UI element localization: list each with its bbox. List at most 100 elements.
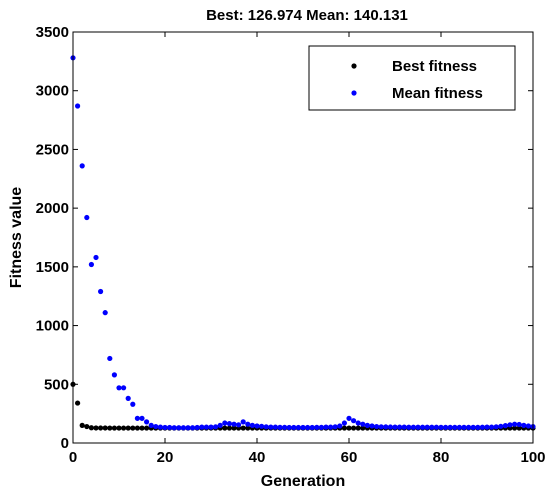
y-tick-label: 500 bbox=[44, 376, 69, 393]
data-point-best-fitness bbox=[125, 425, 131, 431]
data-point-mean-fitness bbox=[383, 424, 389, 430]
data-point-mean-fitness bbox=[401, 424, 407, 430]
data-point-mean-fitness bbox=[167, 424, 173, 431]
data-point-mean-fitness bbox=[199, 424, 205, 430]
data-point-best-fitness bbox=[111, 425, 117, 431]
data-point-mean-fitness bbox=[378, 424, 384, 430]
data-point-mean-fitness bbox=[456, 424, 462, 430]
data-point-mean-fitness bbox=[429, 424, 435, 430]
legend-label-mean-fitness: Mean fitness bbox=[392, 85, 483, 102]
data-point-mean-fitness bbox=[295, 424, 301, 431]
data-point-mean-fitness bbox=[489, 424, 495, 430]
legend-box bbox=[308, 45, 516, 111]
data-point-mean-fitness bbox=[443, 424, 449, 430]
data-point-best-fitness bbox=[84, 423, 90, 430]
data-point-best-fitness bbox=[516, 425, 522, 431]
data-point-mean-fitness bbox=[346, 415, 352, 421]
data-point-mean-fitness bbox=[387, 424, 393, 430]
data-point-mean-fitness bbox=[245, 421, 251, 427]
data-point-mean-fitness bbox=[107, 355, 113, 362]
data-point-mean-fitness bbox=[153, 423, 159, 430]
data-point-mean-fitness bbox=[134, 415, 140, 421]
data-point-best-fitness bbox=[107, 425, 113, 431]
y-tick-label: 3000 bbox=[36, 83, 69, 100]
data-point-mean-fitness bbox=[213, 424, 219, 430]
data-point-best-fitness bbox=[226, 425, 232, 431]
data-point-mean-fitness bbox=[84, 214, 90, 221]
data-point-mean-fitness bbox=[498, 423, 504, 429]
data-point-mean-fitness bbox=[263, 424, 269, 430]
data-point-best-fitness bbox=[511, 425, 518, 431]
data-point-best-fitness bbox=[231, 425, 237, 431]
x-tick-label: 80 bbox=[433, 449, 450, 466]
plot-area bbox=[70, 55, 536, 431]
data-point-mean-fitness bbox=[420, 424, 426, 430]
data-point-mean-fitness bbox=[259, 423, 265, 429]
legend: Best fitness Mean fitness bbox=[308, 45, 516, 111]
data-point-best-fitness bbox=[360, 425, 366, 431]
data-point-best-fitness bbox=[222, 425, 228, 431]
data-point-mean-fitness bbox=[415, 424, 421, 430]
data-point-mean-fitness bbox=[355, 420, 361, 426]
data-point-best-fitness bbox=[88, 425, 94, 431]
data-point-mean-fitness bbox=[254, 423, 260, 429]
data-point-mean-fitness bbox=[88, 261, 94, 268]
data-point-best-fitness bbox=[341, 425, 347, 431]
data-point-mean-fitness bbox=[93, 254, 99, 261]
data-point-mean-fitness bbox=[511, 421, 518, 427]
y-tick-label: 2000 bbox=[36, 200, 69, 217]
data-point-best-fitness bbox=[116, 425, 122, 431]
data-point-best-fitness bbox=[351, 425, 357, 431]
data-point-mean-fitness bbox=[461, 424, 467, 430]
data-point-mean-fitness bbox=[272, 424, 278, 430]
data-point-mean-fitness bbox=[323, 424, 329, 430]
data-point-mean-fitness bbox=[111, 372, 117, 378]
data-point-mean-fitness bbox=[180, 425, 186, 431]
data-point-mean-fitness bbox=[318, 424, 324, 430]
data-point-mean-fitness bbox=[203, 424, 209, 430]
data-point-best-fitness bbox=[98, 425, 104, 431]
data-point-mean-fitness bbox=[75, 103, 81, 109]
data-point-best-fitness bbox=[240, 425, 246, 431]
data-point-mean-fitness bbox=[328, 424, 334, 430]
data-point-mean-fitness bbox=[392, 424, 398, 430]
data-point-mean-fitness bbox=[277, 424, 283, 430]
data-point-mean-fitness bbox=[507, 422, 513, 428]
x-tick-label: 100 bbox=[520, 449, 545, 466]
data-point-mean-fitness bbox=[194, 424, 200, 431]
data-point-mean-fitness bbox=[130, 401, 136, 407]
y-tick-label: 0 bbox=[61, 435, 69, 452]
data-point-best-fitness bbox=[93, 425, 99, 431]
legend-label-best-fitness: Best fitness bbox=[392, 58, 477, 75]
data-point-mean-fitness bbox=[516, 421, 522, 428]
data-point-mean-fitness bbox=[291, 424, 297, 431]
data-point-mean-fitness bbox=[282, 424, 288, 430]
data-point-mean-fitness bbox=[125, 395, 131, 401]
data-point-mean-fitness bbox=[148, 422, 154, 428]
data-point-mean-fitness bbox=[236, 422, 242, 428]
plot-frame bbox=[72, 31, 534, 444]
data-point-mean-fitness bbox=[222, 420, 228, 426]
data-point-best-fitness bbox=[121, 425, 127, 431]
data-point-best-fitness bbox=[130, 425, 136, 431]
data-point-mean-fitness bbox=[438, 424, 444, 430]
data-point-mean-fitness bbox=[190, 425, 196, 431]
data-point-mean-fitness bbox=[249, 422, 255, 428]
data-point-best-fitness bbox=[134, 425, 140, 431]
data-point-mean-fitness bbox=[157, 424, 163, 430]
data-point-mean-fitness bbox=[424, 424, 430, 430]
data-point-mean-fitness bbox=[305, 424, 311, 431]
data-point-mean-fitness bbox=[208, 424, 214, 430]
y-tick-label: 1000 bbox=[36, 318, 69, 335]
data-point-mean-fitness bbox=[98, 288, 104, 295]
data-point-mean-fitness bbox=[102, 310, 108, 316]
data-point-mean-fitness bbox=[351, 418, 357, 424]
data-point-mean-fitness bbox=[314, 424, 320, 430]
data-point-mean-fitness bbox=[525, 423, 532, 429]
data-point-mean-fitness bbox=[433, 424, 439, 430]
data-point-mean-fitness bbox=[341, 420, 347, 426]
data-point-mean-fitness bbox=[79, 163, 85, 169]
data-point-mean-fitness bbox=[466, 424, 472, 430]
